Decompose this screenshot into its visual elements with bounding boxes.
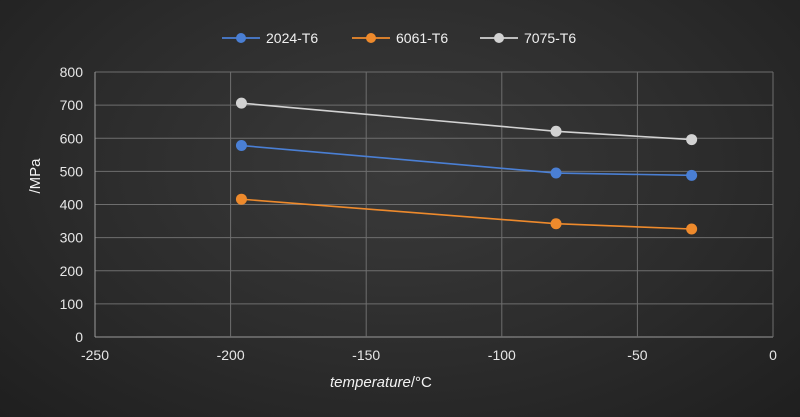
y-tick-label: 700 [60, 97, 84, 113]
data-point [550, 125, 562, 137]
data-point [235, 140, 247, 152]
legend-item-6061-T6: 6061-T6 [352, 30, 448, 46]
data-point [686, 134, 698, 146]
y-tick-label: 0 [75, 329, 83, 345]
data-point [235, 193, 247, 205]
series-6061-T6 [235, 193, 698, 235]
y-axis-title: /MPa [27, 158, 44, 194]
grid [94, 71, 774, 338]
data-point [550, 167, 562, 179]
legend-label: 7075-T6 [524, 30, 576, 46]
legend-marker [236, 33, 246, 43]
y-tick-label: 200 [60, 263, 84, 279]
x-tick-label: -250 [81, 347, 109, 363]
x-tick-label: 0 [769, 347, 777, 363]
series-line [241, 198, 692, 230]
x-axis-title: temperature/°C [330, 374, 432, 391]
y-tick-label: 600 [60, 130, 84, 146]
legend-item-2024-T6: 2024-T6 [222, 30, 318, 46]
legend-label: 2024-T6 [266, 30, 318, 46]
x-tick-label: -150 [352, 347, 380, 363]
data-point [550, 218, 562, 230]
data-point [686, 169, 698, 181]
x-tick-label: -100 [488, 347, 516, 363]
x-tick-label: -200 [217, 347, 245, 363]
y-tick-label: 300 [60, 230, 84, 246]
series-7075-T6 [235, 97, 698, 146]
data-point [686, 223, 698, 235]
y-tick-label: 100 [60, 296, 84, 312]
series-2024-T6 [235, 140, 698, 181]
y-tick-label: 800 [60, 64, 84, 80]
axes: 0 100 200 300 400 500 600 700 800 -250 -200 -150 -10… [60, 64, 777, 363]
x-tick-label: -50 [627, 347, 647, 363]
x-axis-label: temperature [330, 374, 411, 391]
y-tick-label: 500 [60, 163, 84, 179]
legend-marker [494, 33, 504, 43]
legend-label: 6061-T6 [396, 30, 448, 46]
legend-item-7075-T6: 7075-T6 [480, 30, 576, 46]
legend-marker [366, 33, 376, 43]
y-tick-label: 400 [60, 197, 84, 213]
series-layer [235, 97, 698, 235]
series-line [241, 102, 692, 141]
legend: 2024-T6 6061-T6 7075-T6 [222, 30, 576, 46]
data-point [235, 97, 247, 109]
x-axis-unit: /°C [411, 374, 432, 391]
